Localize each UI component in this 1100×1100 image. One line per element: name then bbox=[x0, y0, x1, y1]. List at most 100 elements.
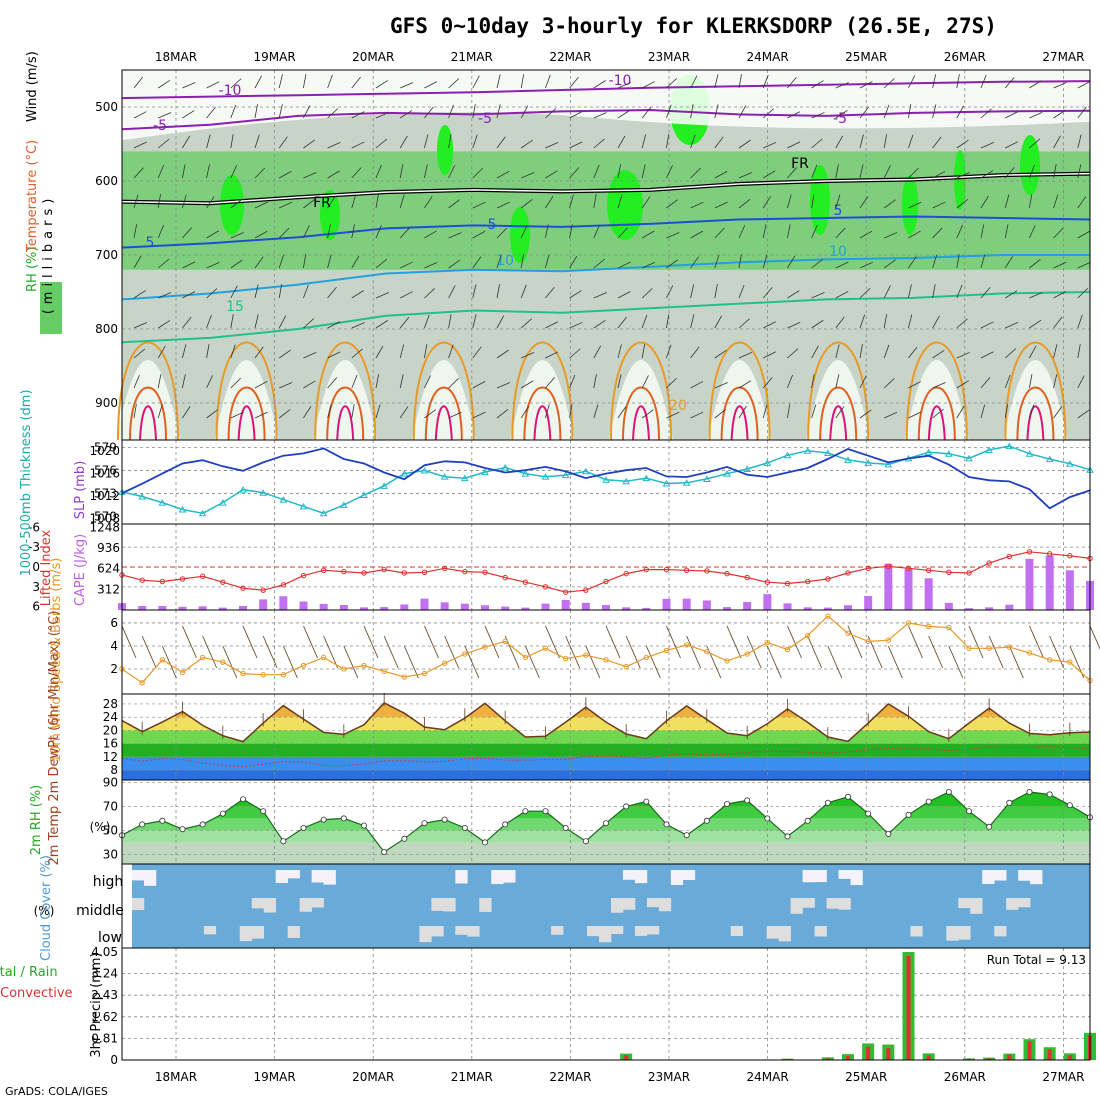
wind-barb-10m bbox=[161, 645, 177, 679]
wind-barb-10m bbox=[605, 625, 621, 659]
wind-barb bbox=[182, 164, 186, 179]
wind-barb-10m bbox=[323, 635, 339, 669]
wind-barb bbox=[496, 382, 511, 389]
temp-contour-25 bbox=[227, 386, 266, 441]
lifted-index-point bbox=[683, 567, 690, 574]
wind-barb bbox=[157, 320, 171, 329]
wind-barb bbox=[424, 261, 438, 269]
wind-barb bbox=[811, 194, 815, 209]
cloud-cell bbox=[838, 870, 851, 879]
wind-barb bbox=[303, 172, 317, 179]
wind-barb bbox=[1029, 80, 1042, 89]
wind-barb-10m bbox=[141, 635, 157, 669]
wind-barb bbox=[835, 135, 844, 149]
bottom-date-label: 27MAR bbox=[1042, 1070, 1084, 1084]
wind-barb bbox=[690, 346, 700, 359]
wind-barb-10m bbox=[928, 635, 944, 669]
wind-barb bbox=[859, 81, 873, 89]
temp-contour-20 bbox=[807, 341, 870, 441]
thickness-point bbox=[723, 470, 731, 477]
rh-point bbox=[925, 798, 932, 805]
wind-barb bbox=[206, 230, 219, 239]
wind-barb bbox=[157, 194, 161, 209]
wind-speed-point bbox=[1026, 650, 1033, 656]
cloud-cell bbox=[622, 898, 636, 910]
wind-barb bbox=[762, 108, 774, 119]
wind-barb bbox=[690, 134, 696, 149]
wind-barb-10m bbox=[242, 625, 258, 659]
thickness-point bbox=[1065, 460, 1074, 467]
lifted-index-point bbox=[1026, 549, 1033, 555]
precip-convective-bar bbox=[866, 1046, 871, 1060]
temp-contour-25 bbox=[523, 386, 562, 441]
wind-barb bbox=[980, 321, 994, 329]
wind-barb bbox=[254, 167, 266, 179]
rh-point bbox=[986, 823, 993, 830]
dewpoint-line bbox=[121, 745, 1091, 768]
wind-barb-10m bbox=[1049, 635, 1065, 669]
rh-point bbox=[1006, 799, 1013, 806]
wind-barb bbox=[835, 227, 846, 239]
wind-barb bbox=[520, 380, 534, 389]
wind-barb bbox=[787, 167, 797, 179]
wind-barb bbox=[908, 314, 913, 329]
wind-barb bbox=[448, 78, 460, 89]
rh-saturated-area bbox=[220, 175, 244, 235]
wind-speed-point bbox=[825, 613, 831, 619]
lifted-index-point bbox=[643, 566, 650, 573]
upper-air-axis-label: (millibars) bbox=[41, 194, 56, 315]
wind-barb bbox=[980, 74, 987, 89]
wind-barb-10m bbox=[766, 645, 782, 679]
wind-barb-10m bbox=[968, 625, 984, 659]
wind-barb bbox=[351, 374, 358, 389]
top-date-label: 21MAR bbox=[451, 50, 493, 64]
wind-barb bbox=[424, 409, 436, 419]
wind-barb bbox=[278, 284, 283, 299]
wind-barb bbox=[327, 377, 338, 389]
wind-barb-10m bbox=[484, 625, 500, 659]
wind-barb bbox=[448, 377, 459, 389]
wind-speed-point bbox=[1006, 644, 1013, 650]
wind-barb bbox=[182, 316, 192, 329]
wind-barb bbox=[932, 201, 946, 209]
cape-bar bbox=[1045, 555, 1054, 610]
rh-point bbox=[381, 849, 388, 856]
temp-contour-5 bbox=[121, 215, 1091, 249]
cloud-middle-label: middle bbox=[76, 903, 124, 919]
wind-barb bbox=[254, 230, 268, 239]
wind-barb-10m bbox=[585, 645, 601, 679]
wind-barb bbox=[206, 106, 216, 119]
cape-bar bbox=[279, 596, 288, 610]
wind-barb bbox=[133, 167, 144, 179]
wind-barb bbox=[496, 170, 510, 179]
wind-barb bbox=[230, 344, 236, 359]
wind-speed-point bbox=[905, 620, 912, 626]
wind-barb bbox=[206, 261, 220, 269]
wind-speed-point bbox=[643, 654, 650, 661]
wind-speed-line bbox=[121, 615, 1091, 684]
wind-barb bbox=[980, 142, 994, 149]
precip-tick-label: 0.81 bbox=[91, 1031, 118, 1045]
thickness-point bbox=[1005, 442, 1014, 450]
rh-unit-label: (%) bbox=[90, 820, 111, 834]
wind-tick-label: 2 bbox=[110, 662, 118, 676]
wind-barb bbox=[448, 344, 454, 359]
thickness-point bbox=[319, 509, 328, 517]
wind-barb bbox=[1029, 194, 1033, 209]
rh-point bbox=[1026, 789, 1033, 796]
wind-speed-point bbox=[462, 651, 468, 657]
wind-barb bbox=[448, 199, 461, 209]
wind-barb-10m bbox=[625, 635, 641, 669]
wind-barb bbox=[980, 224, 985, 239]
lifted-tick-label: -6 bbox=[28, 520, 40, 534]
wind-speed-point bbox=[320, 654, 327, 661]
rh-point bbox=[502, 821, 509, 828]
wind-barb bbox=[690, 411, 704, 419]
lifted-index-point bbox=[885, 563, 892, 570]
temp-contour-25 bbox=[424, 386, 463, 441]
wind-barb bbox=[545, 351, 559, 359]
wind-barb bbox=[230, 314, 234, 329]
precip-convective-bar bbox=[987, 1058, 992, 1060]
wind-barb bbox=[835, 164, 839, 179]
